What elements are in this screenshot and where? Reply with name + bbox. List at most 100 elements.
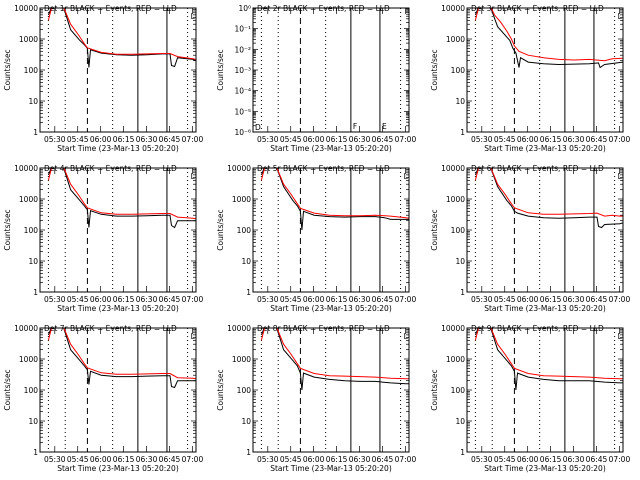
x-tick-label: 06:15 [540, 135, 562, 144]
y-tick-label: 100 [237, 386, 252, 395]
annotation: L [618, 172, 623, 181]
x-tick-label: 05:30 [44, 135, 66, 144]
y-tick-label: 10⁻³ [234, 66, 251, 75]
x-tick-label: 05:45 [280, 295, 302, 304]
panel-5r: Det 5r BLACK = Events, RED = LLD11010010… [216, 164, 416, 313]
x-tick-label: 06:00 [90, 455, 112, 464]
x-tick-label: 06:15 [326, 455, 348, 464]
plot-frame [466, 327, 624, 453]
y-axis-label: Counts/sec [430, 369, 439, 410]
x-tick-label: 05:30 [471, 135, 493, 144]
y-tick-label: 10 [28, 97, 38, 106]
x-tick-label: 05:45 [67, 455, 89, 464]
y-tick-label: 10⁻¹ [234, 25, 251, 34]
annotation: L [191, 332, 196, 341]
lld-series-line [260, 168, 409, 219]
x-tick-label: 07:00 [182, 455, 204, 464]
y-tick-label: 1000 [446, 355, 465, 364]
x-tick-label: 06:15 [113, 135, 135, 144]
events-series-line [260, 328, 409, 391]
x-tick-label: 06:45 [159, 455, 181, 464]
lld-series-line [474, 328, 623, 380]
x-tick-label: 05:45 [280, 455, 302, 464]
lld-series-line [47, 8, 196, 60]
x-tick-label: 06:30 [349, 135, 371, 144]
y-tick-label: 100 [451, 386, 466, 395]
x-tick-label: 05:30 [257, 295, 279, 304]
x-tick-label: 07:00 [395, 455, 417, 464]
y-tick-label: 10⁻⁵ [234, 107, 251, 116]
annotation: L [191, 12, 196, 21]
y-tick-label: 1 [33, 288, 38, 297]
x-tick-label: 06:30 [349, 295, 371, 304]
x-tick-label: 06:15 [113, 455, 135, 464]
x-axis-label: Start Time (23-Mar-13 05:20:20) [57, 304, 179, 313]
y-axis-label: Counts/sec [3, 209, 12, 250]
x-tick-label: 05:30 [257, 135, 279, 144]
annotation: E [382, 122, 387, 131]
y-tick-label: 10000 [441, 4, 465, 13]
y-tick-label: 10000 [227, 324, 251, 333]
x-tick-label: 06:30 [563, 135, 585, 144]
x-axis-label: Start Time (23-Mar-13 05:20:20) [57, 144, 179, 153]
panel-3r: Det 3r BLACK = Events, RED = LLD11010010… [430, 4, 630, 153]
y-tick-label: 1000 [19, 35, 38, 44]
y-tick-label: 10⁻² [234, 45, 251, 54]
y-tick-label: 10 [241, 417, 251, 426]
y-tick-label: 10 [455, 257, 465, 266]
y-axis-label: Counts/sec [3, 49, 12, 90]
x-tick-label: 06:30 [136, 455, 158, 464]
annotation: L [618, 332, 623, 341]
x-tick-label: 05:30 [257, 455, 279, 464]
y-tick-label: 10 [455, 417, 465, 426]
events-series-line [260, 168, 409, 231]
x-axis-label: Start Time (23-Mar-13 05:20:20) [484, 304, 606, 313]
x-tick-label: 06:45 [586, 135, 608, 144]
x-tick-label: 06:00 [303, 135, 325, 144]
y-tick-label: 10000 [227, 164, 251, 173]
x-tick-label: 06:00 [90, 295, 112, 304]
x-tick-label: 05:45 [494, 295, 516, 304]
x-tick-label: 06:30 [563, 455, 585, 464]
y-tick-label: 10000 [14, 324, 38, 333]
plot-frame [466, 167, 624, 293]
plot-frame [252, 7, 410, 133]
y-tick-label: 10 [455, 97, 465, 106]
x-tick-label: 06:00 [90, 135, 112, 144]
y-tick-label: 10000 [14, 164, 38, 173]
y-axis-label: Counts/sec [216, 49, 225, 90]
y-axis-label: Counts/sec [216, 369, 225, 410]
annotation: L [404, 332, 409, 341]
x-tick-label: 06:45 [586, 295, 608, 304]
events-series-line [474, 168, 623, 229]
y-tick-label: 100 [451, 226, 466, 235]
x-tick-label: 07:00 [182, 295, 204, 304]
y-axis-label: Counts/sec [430, 49, 439, 90]
x-tick-label: 05:30 [471, 455, 493, 464]
x-tick-label: 06:15 [326, 295, 348, 304]
x-tick-label: 06:15 [113, 295, 135, 304]
y-tick-label: 1 [33, 128, 38, 137]
y-tick-label: 1 [246, 448, 251, 457]
x-tick-label: 07:00 [609, 455, 631, 464]
x-tick-label: 06:45 [372, 295, 394, 304]
x-axis-label: Start Time (23-Mar-13 05:20:20) [57, 464, 179, 473]
y-tick-label: 100 [24, 66, 39, 75]
y-tick-label: 10 [241, 257, 251, 266]
x-tick-label: 05:45 [494, 455, 516, 464]
x-tick-label: 06:45 [586, 455, 608, 464]
y-tick-label: 1000 [19, 195, 38, 204]
x-axis-label: Start Time (23-Mar-13 05:20:20) [484, 144, 606, 153]
events-series-line [47, 8, 196, 68]
x-tick-label: 05:45 [280, 135, 302, 144]
panel-1r: Det 1r BLACK = Events, RED = LLD11010010… [3, 4, 203, 153]
panel-7r: Det 7r BLACK = Events, RED = LLD11010010… [3, 324, 203, 473]
annotation: D [255, 123, 261, 132]
x-tick-label: 06:00 [303, 295, 325, 304]
y-axis-label: Counts/sec [3, 369, 12, 410]
plot-frame [252, 327, 410, 453]
x-axis-label: Start Time (23-Mar-13 05:20:20) [270, 304, 392, 313]
panel-9r: Det 9r BLACK = Events, RED = LLD11010010… [430, 324, 630, 473]
y-axis-label: Counts/sec [430, 209, 439, 250]
